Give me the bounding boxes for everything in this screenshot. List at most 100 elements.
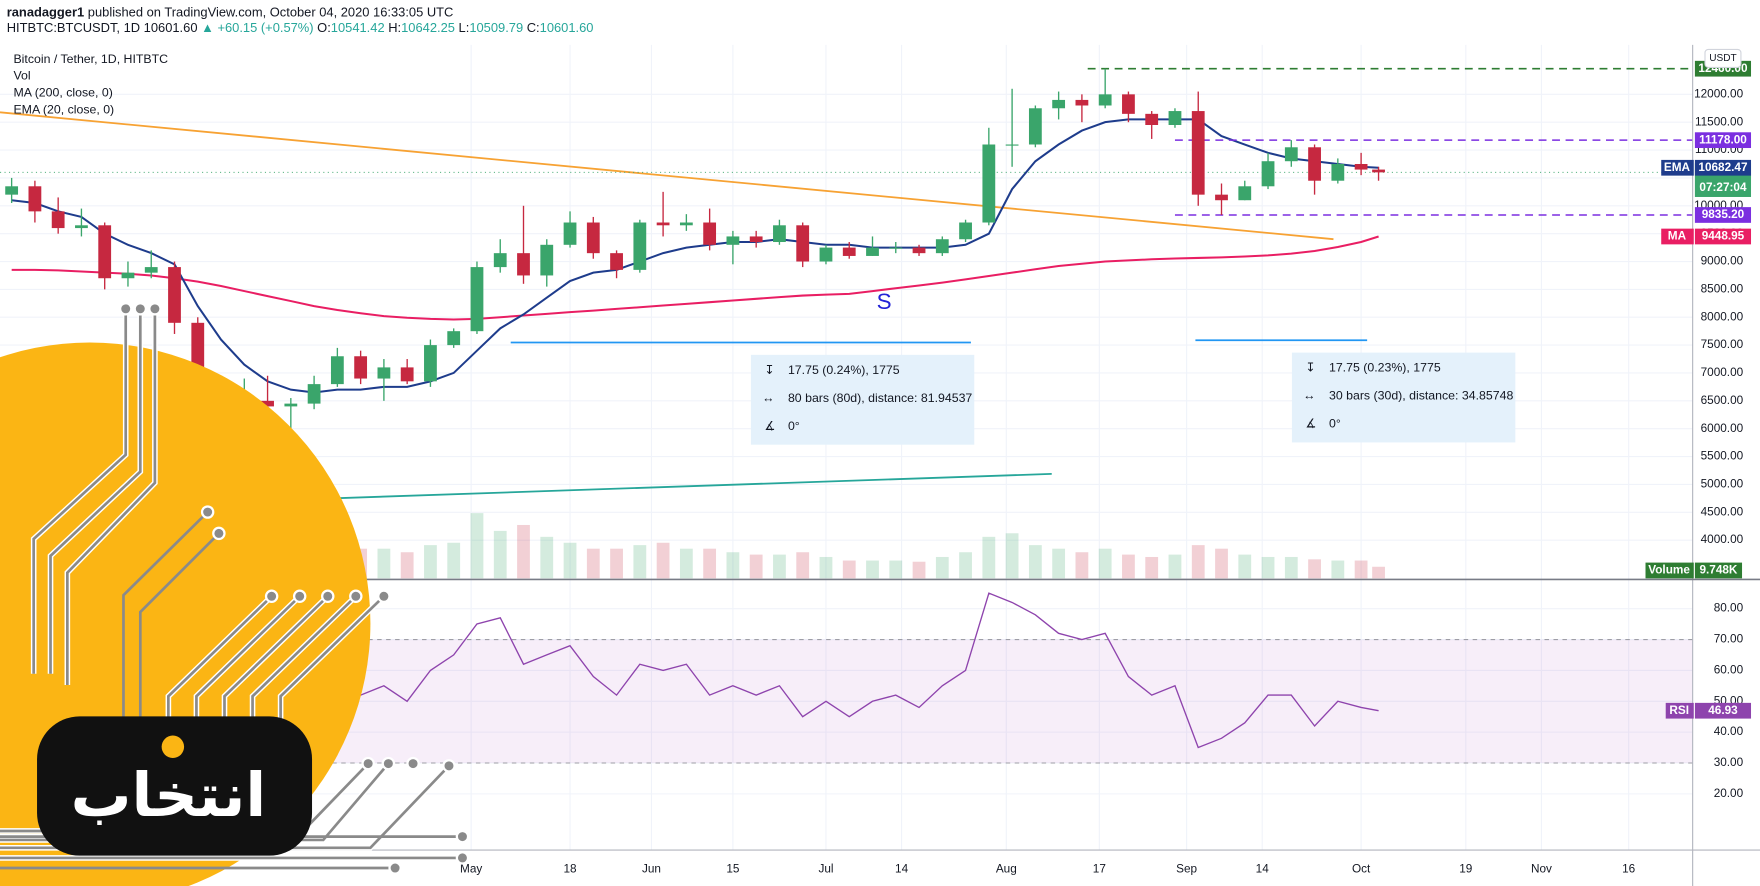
candle-body: [5, 186, 19, 195]
volume-bar: [1075, 552, 1089, 579]
candle-body: [121, 272, 135, 279]
candle-body: [796, 225, 810, 262]
candle-body: [1284, 147, 1298, 162]
watermark-logo: انتخاب: [0, 302, 470, 886]
candle-body: [586, 222, 600, 254]
volume-bar: [1168, 554, 1182, 579]
rsi-value: 46.93: [1708, 704, 1738, 717]
candle-body: [1168, 111, 1182, 125]
volume-bar: [982, 536, 996, 579]
x-tick-label: Jun: [642, 862, 661, 875]
measure-box: [1291, 352, 1516, 443]
y-tick-label: 6500.00: [1701, 394, 1744, 407]
series-name: EMA: [1664, 161, 1691, 174]
candle-body: [679, 222, 693, 226]
volume-bar: [377, 548, 391, 579]
volume-bar: [540, 536, 554, 579]
x-tick-label: 14: [1256, 862, 1270, 875]
ohlc-label: O:: [317, 21, 331, 36]
measure-text: 30 bars (30d), distance: 34.85748: [1329, 389, 1513, 403]
indicator-lines: [0, 67, 1693, 796]
rsi-tick-label: 70.00: [1714, 633, 1744, 646]
rsi-name: RSI: [1669, 704, 1689, 717]
currency-button[interactable]: [1704, 48, 1742, 68]
icon: ↔: [762, 391, 774, 405]
volume-bar: [959, 552, 972, 579]
author: ranadagger1: [7, 5, 84, 20]
candle-body: [866, 247, 879, 256]
x-tick-label: 18: [563, 862, 577, 875]
price-labels: 12460.0011178.009835.2010601.6007:27:04M…: [1645, 60, 1752, 719]
trendline: [0, 111, 1334, 241]
candle-body: [749, 236, 763, 243]
candle-body: [75, 225, 88, 229]
volume-bar: [610, 548, 623, 579]
volume-bar: [935, 556, 949, 579]
volume-bar: [493, 530, 507, 579]
candle-body: [889, 247, 903, 249]
legend-item: MA (200, close, 0): [13, 85, 112, 99]
y-tick-label: 4500.00: [1701, 505, 1744, 518]
candle-body: [773, 225, 786, 243]
icon: ↧: [1305, 361, 1315, 375]
candle-body: [610, 253, 623, 270]
header-line: ranadagger1 published on TradingView.com…: [7, 5, 454, 20]
candle-body: [842, 247, 856, 256]
volume-bar: [889, 560, 903, 579]
y-tick-label: 4000.00: [1701, 533, 1744, 546]
series-value: 9448.95: [1702, 230, 1745, 243]
currency[interactable]: USDT: [1709, 53, 1736, 64]
volume-bar: [1098, 548, 1112, 579]
candle-body: [1308, 147, 1321, 181]
candle-body: [1372, 169, 1385, 173]
volume-bar: [1308, 559, 1321, 579]
volume-bar: [1028, 545, 1042, 579]
y-tick-label: 11500.00: [1695, 115, 1744, 128]
volume-bar: [1354, 560, 1368, 579]
candle-body: [447, 331, 461, 346]
candle-body: [935, 239, 949, 254]
volume-bar: [796, 552, 810, 579]
volume-bar: [1261, 556, 1275, 579]
candle-body: [1261, 161, 1275, 187]
volume-bar: [679, 548, 693, 579]
level-label: 11178.00: [1699, 133, 1747, 146]
volume-value-box: [1694, 562, 1743, 579]
rsi-tick-label: 30.00: [1714, 756, 1744, 769]
candle-body: [563, 222, 577, 245]
ohlc-label: L:: [459, 21, 470, 36]
rsi-tick-label: 80.00: [1714, 602, 1744, 615]
x-tick-label: May: [460, 862, 482, 875]
symbol: HITBTC:BTCUSDT, 1D: [7, 21, 140, 36]
candle-body: [656, 222, 670, 226]
annotation: S: [877, 289, 892, 314]
rsi-name-box: [1665, 702, 1694, 719]
candle-body: [633, 222, 647, 270]
series-name: MA: [1668, 230, 1687, 243]
y-tick-label: 5000.00: [1701, 478, 1744, 491]
measure-text: 17.75 (0.24%), 1775: [788, 363, 900, 377]
candle-body: [517, 253, 530, 276]
candle-body: [1145, 113, 1159, 125]
candle-body: [493, 253, 507, 268]
volume-bar: [517, 524, 530, 579]
candle-body: [726, 236, 740, 245]
candle-body: [377, 367, 391, 379]
ohlc-value: 10509.79: [469, 21, 523, 36]
last: 10601.60: [144, 21, 198, 36]
drawings: ↧ ↔ ∡ ↧ ↔ ∡ 17.75 (0.24%), 1775 80 bars …: [0, 111, 1516, 553]
candle-body: [354, 356, 368, 379]
volume-bar: [1238, 554, 1252, 579]
candle-body: [51, 211, 65, 229]
volume-bar: [703, 548, 717, 579]
logo-text: انتخاب: [71, 761, 267, 831]
volume-bar: [1005, 533, 1019, 579]
level-label: 9835.20: [1702, 208, 1745, 221]
volume-bar: [842, 560, 856, 579]
volume-bar: [1052, 548, 1066, 579]
candle-body: [1122, 94, 1135, 114]
volume-bar: [447, 542, 461, 579]
volume-name-box: [1645, 562, 1694, 579]
volume-bar: [912, 561, 926, 579]
